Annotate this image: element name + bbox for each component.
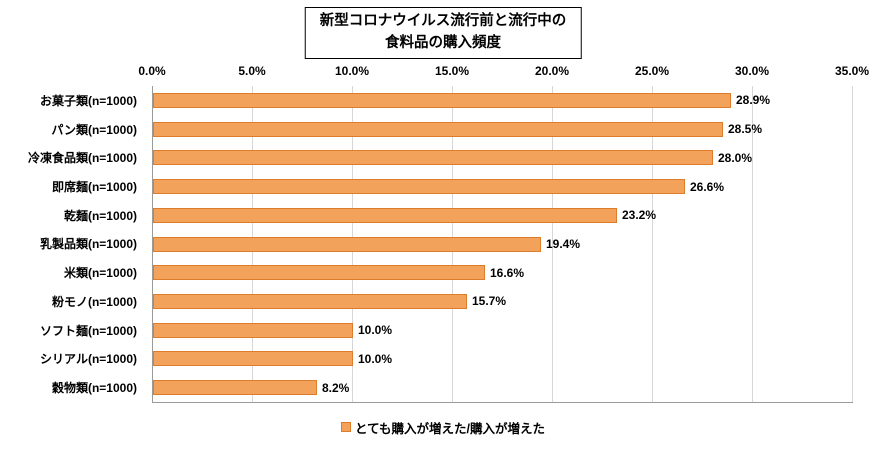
x-tick-label: 20.0% [534,64,570,78]
bar [153,150,713,166]
bar [153,121,723,137]
x-tick-label: 25.0% [634,64,670,78]
category-label: シリアル(n=1000) [39,352,137,367]
category-axis: お菓子類(n=1000) パン類(n=1000) 冷凍食品類(n=1000) 即席麺(… [0,86,144,402]
bar [153,265,485,281]
value-label: 15.7% [472,294,507,309]
category-label: 乾麺(n=1000) [63,208,137,223]
value-label: 10.0% [358,351,393,366]
category-label: お菓子類(n=1000) [39,93,137,108]
x-tick-label: 0.0% [138,64,166,78]
chart-title-line1: 新型コロナウイルス流行前と流行中の [319,13,567,29]
value-label: 23.2% [622,208,657,223]
bar [153,236,541,252]
x-tick-label: 10.0% [334,64,370,78]
value-label: 28.5% [728,122,763,137]
bar [153,207,617,223]
value-label: 10.0% [358,323,393,338]
bar [153,351,353,367]
x-tick-label: 5.0% [238,64,266,78]
value-label: 26.6% [690,179,725,194]
x-tick-label: 35.0% [834,64,870,78]
bar [153,322,353,338]
bar [153,293,467,309]
chart-title-line2: 食料品の購入頻度 [385,34,501,51]
category-label: ソフト麺(n=1000) [39,323,137,338]
x-tick-label: 30.0% [734,64,770,78]
bar [153,380,317,396]
value-label: 28.0% [718,150,753,165]
value-label: 19.4% [546,236,581,251]
value-label: 8.2% [322,380,350,395]
legend-label: とても購入が増えた/購入が増えた [355,421,545,436]
bar [153,92,731,108]
category-label: 米類(n=1000) [63,266,137,281]
category-label: 即席麺(n=1000) [51,180,137,195]
category-label: 粉モノ(n=1000) [51,294,137,309]
value-label: 28.9% [736,93,771,108]
category-label: 乳製品類(n=1000) [39,237,137,252]
category-label: 穀物類(n=1000) [51,381,137,396]
category-label: 冷凍食品類(n=1000) [27,151,137,166]
value-label: 16.6% [490,265,525,280]
gridline [752,86,753,402]
gridline [552,86,553,402]
bar [153,179,685,195]
x-tick-label: 15.0% [434,64,470,78]
chart-title: 新型コロナウイルス流行前と流行中の 食料品の購入頻度 [304,7,582,59]
plot-area: 28.9% 28.5% 28.0% 26.6% 23.2% 19.4% 16.6% 15.7%… [152,86,853,403]
legend: とても購入が増えた/購入が増えた [0,418,886,436]
category-label: パン類(n=1000) [51,122,137,137]
x-axis: 0.0% 5.0% 10.0% 15.0% 20.0% 25.0% 30.0% 35.0% [138,64,869,80]
gridline [652,86,653,402]
gridline [852,86,853,402]
legend-swatch [341,422,351,432]
